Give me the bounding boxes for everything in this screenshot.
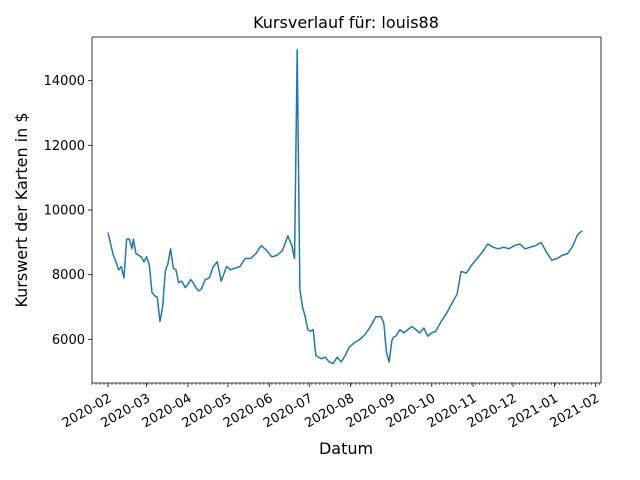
y-axis-title: Kurswert der Karten in $ [12, 112, 31, 307]
y-tick-label: 14000 [44, 74, 85, 89]
y-tick-label: 8000 [52, 268, 85, 283]
x-axis-title: Datum [319, 439, 373, 458]
y-tick-label: 6000 [52, 333, 85, 348]
series-line [107, 49, 583, 365]
y-tick-label: 12000 [44, 139, 85, 154]
y-tick-label: 10000 [44, 204, 85, 219]
chart-title: Kursverlauf für: louis88 [253, 13, 439, 32]
